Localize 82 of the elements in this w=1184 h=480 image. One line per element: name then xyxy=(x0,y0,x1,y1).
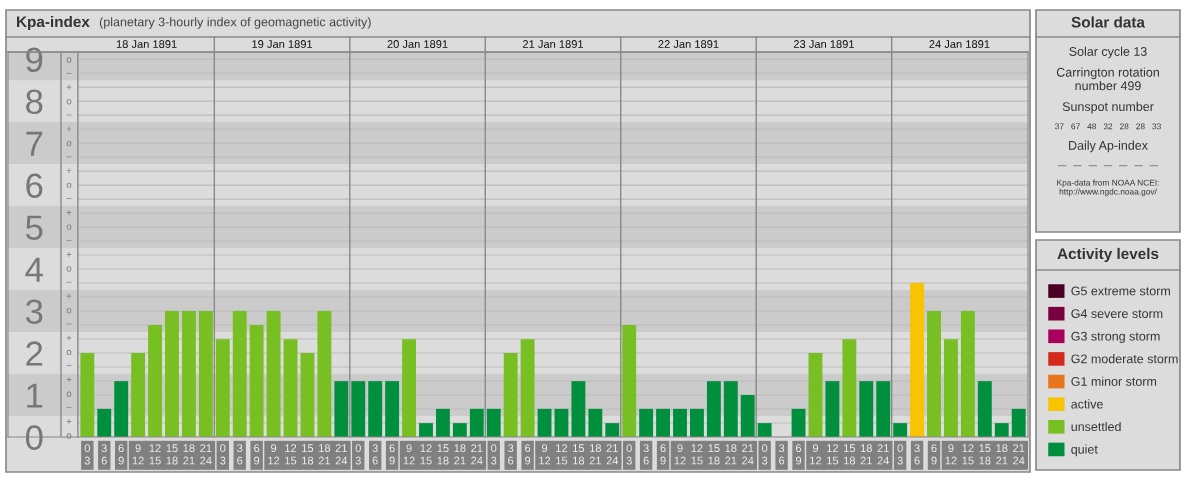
legend-label: G1 minor storm xyxy=(1071,376,1157,386)
x-tick-label: 6 9 xyxy=(931,444,937,465)
x-tick-label: 3 6 xyxy=(778,444,785,465)
x-tick-label: 6 9 xyxy=(254,444,260,465)
x-tick-label: 6 9 xyxy=(118,444,124,465)
x-tick-label: 3 6 xyxy=(101,444,107,465)
x-tick-label: 21 24 xyxy=(877,444,890,465)
x-tick-label: 18 21 xyxy=(183,444,195,465)
x-tick-label: 21 24 xyxy=(606,444,619,465)
chart-title: Kpa-index xyxy=(17,15,90,31)
text: 22 Jan 1891 xyxy=(658,40,719,48)
x-tick-label: 12 15 xyxy=(556,444,568,465)
x-tick-label: 15 18 xyxy=(708,444,720,465)
x-tick-label: 9 12 xyxy=(268,444,280,465)
x-tick-label: 21 24 xyxy=(471,444,483,465)
legend-label: G5 extreme storm xyxy=(1071,286,1170,296)
legend-label: G3 strong storm xyxy=(1071,331,1160,344)
x-tick-label: 0 3 xyxy=(355,444,361,465)
text: Sunspot number xyxy=(1062,101,1154,114)
text: Solar data xyxy=(1071,16,1146,28)
legend-label: active xyxy=(1071,399,1103,409)
x-tick-label: 12 15 xyxy=(149,444,161,465)
x-tick-label: 0 3 xyxy=(762,444,768,465)
text: Kpa-data from NOAA NCEI: http://www.ngdc.noaa.gov/ xyxy=(1057,179,1159,197)
x-tick-label: 0 3 xyxy=(220,444,226,465)
x-tick-label: 0 3 xyxy=(84,444,90,465)
x-tick-label: 12 15 xyxy=(285,444,297,465)
x-tick-label: 12 15 xyxy=(962,444,974,465)
x-tick-label: 18 21 xyxy=(725,444,737,465)
x-tick-label: 3 6 xyxy=(508,444,514,465)
x-tick-label: 6 9 xyxy=(525,444,531,465)
text: 20 Jan 1891 xyxy=(387,40,448,48)
x-tick-label: 15 18 xyxy=(979,444,991,465)
x-tick-label: 18 21 xyxy=(860,444,872,465)
text: — — — — — — — xyxy=(1058,165,1159,167)
x-tick-label: 21 24 xyxy=(335,444,348,465)
x-tick-label: 15 18 xyxy=(437,444,449,465)
x-tick-label: 9 12 xyxy=(945,444,957,465)
text: 21 Jan 1891 xyxy=(522,40,584,48)
x-tick-label: 21 24 xyxy=(1013,444,1025,465)
x-tick-label: 15 18 xyxy=(573,444,585,465)
x-tick-label: 15 18 xyxy=(166,444,178,465)
text: 19 Jan 1891 xyxy=(252,40,313,48)
x-tick-label: 18 21 xyxy=(454,444,466,465)
x-tick-label: 18 21 xyxy=(996,444,1008,465)
text: Daily Ap-index xyxy=(1069,140,1148,153)
x-tick-label: 3 6 xyxy=(237,444,243,465)
legend-title: Activity levels xyxy=(1057,247,1159,263)
x-tick-label: 0 3 xyxy=(626,444,632,465)
legend-label: G4 severe storm xyxy=(1071,309,1163,318)
text: Carrington rotation number 499 xyxy=(1056,67,1159,91)
x-tick-label: 15 18 xyxy=(844,444,856,465)
x-tick-label: 6 9 xyxy=(660,444,666,465)
x-tick-label: 21 24 xyxy=(200,444,212,465)
x-tick-label: 9 12 xyxy=(810,444,822,465)
x-tick-label: 12 15 xyxy=(420,444,432,465)
x-tick-label: 9 12 xyxy=(403,444,415,465)
x-tick-label: 9 12 xyxy=(674,444,686,465)
text: 18 Jan 1891 xyxy=(116,40,177,48)
x-tick-label: 3 6 xyxy=(914,444,920,465)
x-tick-label: 0 3 xyxy=(897,444,903,465)
x-tick-label: 9 12 xyxy=(539,444,551,465)
legend-label: unsettled xyxy=(1071,421,1121,432)
text: Solar cycle 13 xyxy=(1069,46,1147,59)
text: 23 Jan 1891 xyxy=(793,40,854,48)
x-tick-label: 12 15 xyxy=(691,444,703,465)
x-tick-label: 6 9 xyxy=(795,444,802,465)
legend-label: quiet xyxy=(1071,444,1098,457)
x-tick-label: 18 21 xyxy=(318,444,331,465)
text: 37 67 48 32 28 28 33 xyxy=(1055,123,1161,130)
x-tick-label: 12 15 xyxy=(827,444,839,465)
x-tick-label: 15 18 xyxy=(302,444,314,465)
x-tick-label: 18 21 xyxy=(589,444,602,465)
x-tick-label: 0 3 xyxy=(491,444,497,465)
x-tick-label: 3 6 xyxy=(643,444,649,465)
x-tick-label: 3 6 xyxy=(372,444,378,465)
x-tick-label: 21 24 xyxy=(742,444,754,465)
x-tick-label: 6 9 xyxy=(389,444,395,465)
text: 24 Jan 1891 xyxy=(929,40,990,48)
legend-label: G2 moderate storm xyxy=(1071,354,1178,364)
chart-subtitle: (planetary 3-hourly index of geomagnetic activity) xyxy=(99,17,371,29)
x-tick-label: 9 12 xyxy=(132,444,144,465)
